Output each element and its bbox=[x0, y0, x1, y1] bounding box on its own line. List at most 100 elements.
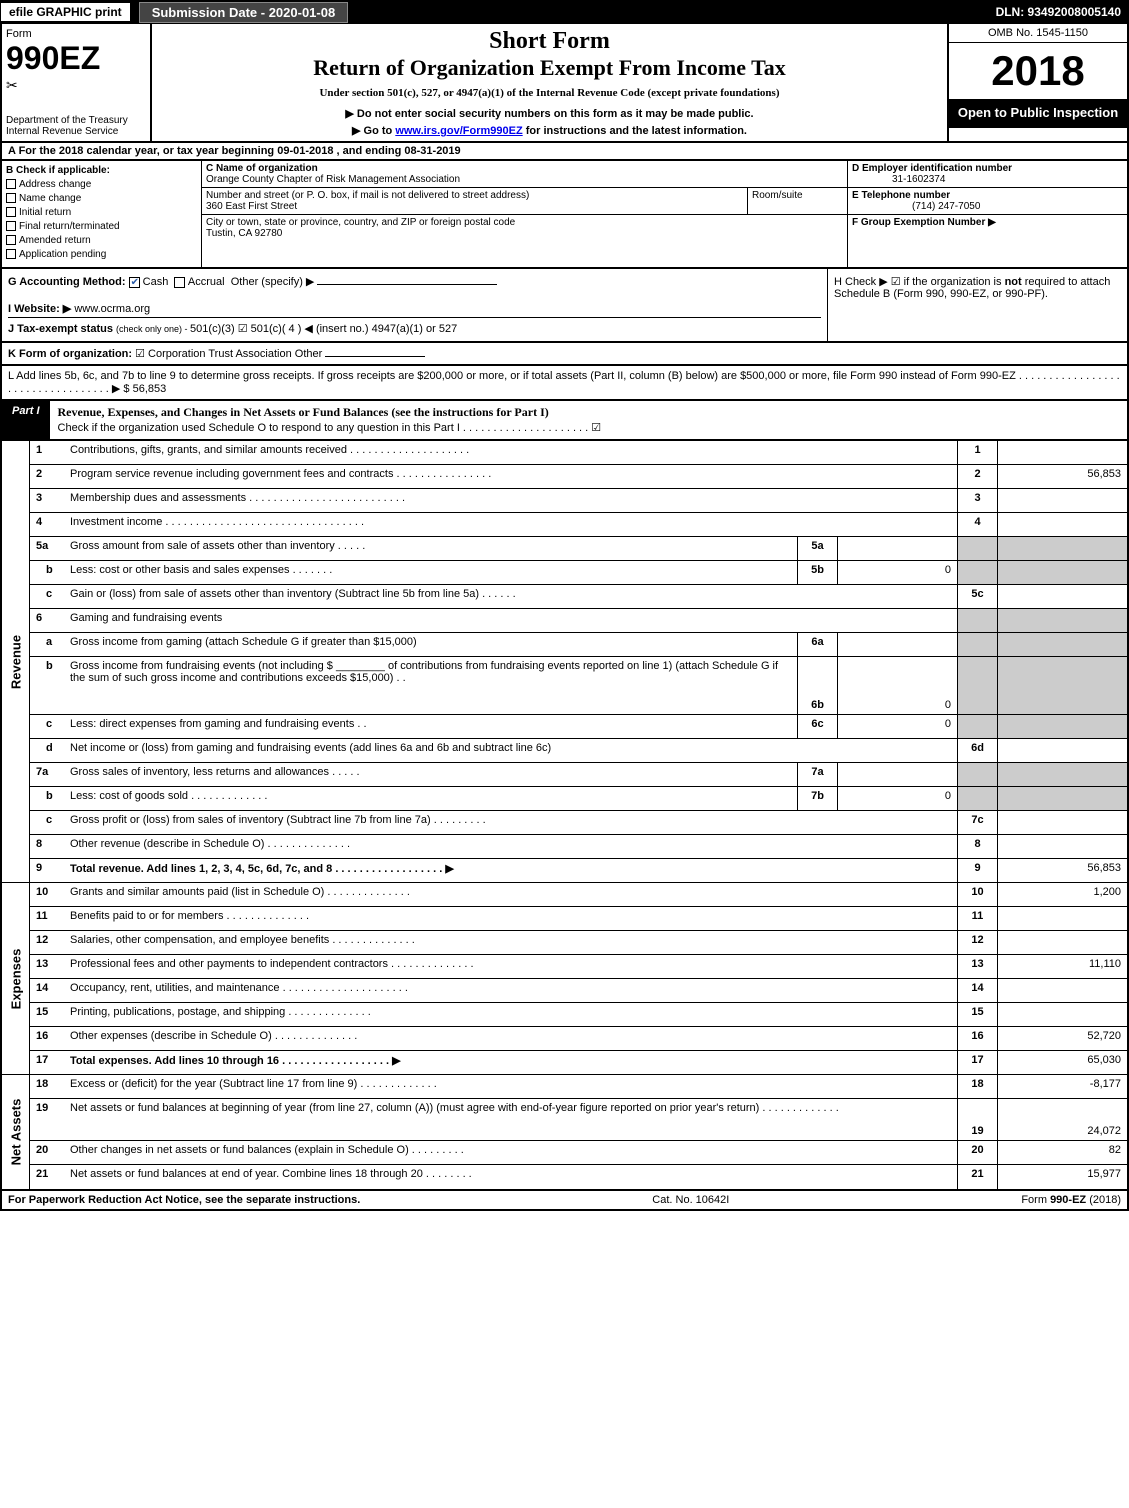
efile-print-label[interactable]: efile GRAPHIC print bbox=[0, 2, 131, 22]
line-5b-num: b bbox=[30, 561, 66, 584]
ein: 31-1602374 bbox=[852, 174, 945, 185]
department: Department of the Treasury Internal Reve… bbox=[6, 115, 150, 137]
footer-left: For Paperwork Reduction Act Notice, see … bbox=[8, 1194, 360, 1206]
line-19-rn: 19 bbox=[957, 1099, 997, 1140]
line-3-val bbox=[997, 489, 1127, 512]
grey-5a-v bbox=[997, 537, 1127, 560]
line-13-num: 13 bbox=[30, 955, 66, 978]
line-1-desc: Contributions, gifts, grants, and simila… bbox=[66, 441, 957, 464]
grey-6b-v bbox=[997, 657, 1127, 714]
line-15-rn: 15 bbox=[957, 1003, 997, 1026]
line-6b-desc: Gross income from fundraising events (no… bbox=[66, 657, 797, 714]
title-short-form: Short Form bbox=[160, 28, 939, 55]
line-4-rn: 4 bbox=[957, 513, 997, 536]
header-note1: ▶ Do not enter social security numbers o… bbox=[160, 107, 939, 120]
dln: DLN: 93492008005140 bbox=[996, 5, 1129, 19]
grey-6 bbox=[957, 609, 997, 632]
footer-form: Form 990-EZ (2018) bbox=[1021, 1194, 1121, 1206]
k-options: ☑ Corporation Trust Association Other bbox=[135, 348, 322, 360]
revenue-section: Revenue 1 Contributions, gifts, grants, … bbox=[0, 441, 1129, 883]
line-18-desc: Excess or (deficit) for the year (Subtra… bbox=[66, 1075, 957, 1098]
line-5b-desc: Less: cost or other basis and sales expe… bbox=[66, 561, 797, 584]
grey-6-v bbox=[997, 609, 1127, 632]
line-20-rn: 20 bbox=[957, 1141, 997, 1164]
row-a-mid: , and ending bbox=[337, 145, 405, 157]
grey-6b bbox=[957, 657, 997, 714]
city-state-zip: Tustin, CA 92780 bbox=[206, 228, 282, 239]
irs-link[interactable]: www.irs.gov/Form990EZ bbox=[395, 125, 522, 137]
line-13-rn: 13 bbox=[957, 955, 997, 978]
line-10-val: 1,200 bbox=[997, 883, 1127, 906]
line-9-num: 9 bbox=[30, 859, 66, 882]
line-12-num: 12 bbox=[30, 931, 66, 954]
line-8-rn: 8 bbox=[957, 835, 997, 858]
check-name-change[interactable] bbox=[6, 193, 16, 203]
grey-7a bbox=[957, 763, 997, 786]
label-application-pending: Application pending bbox=[19, 249, 106, 260]
label-name-change: Name change bbox=[19, 193, 81, 204]
line-7b-mn: 7b bbox=[797, 787, 837, 810]
line-11-desc: Benefits paid to or for members . . . . … bbox=[66, 907, 957, 930]
line-5b-mn: 5b bbox=[797, 561, 837, 584]
line-21-rn: 21 bbox=[957, 1165, 997, 1189]
street: 360 East First Street bbox=[206, 201, 297, 212]
part1-label: Part I bbox=[2, 401, 50, 439]
line-7b-mv: 0 bbox=[837, 787, 957, 810]
form-number: 990EZ bbox=[6, 40, 146, 77]
line-21-num: 21 bbox=[30, 1165, 66, 1189]
line-3-desc: Membership dues and assessments . . . . … bbox=[66, 489, 957, 512]
label-city: City or town, state or province, country… bbox=[206, 217, 515, 228]
line-8-val bbox=[997, 835, 1127, 858]
block-c: C Name of organization Orange County Cha… bbox=[202, 161, 847, 267]
check-final-return[interactable] bbox=[6, 221, 16, 231]
check-cash[interactable] bbox=[129, 277, 140, 288]
line-2-desc: Program service revenue including govern… bbox=[66, 465, 957, 488]
line-17-num: 17 bbox=[30, 1051, 66, 1074]
line-5c-num: c bbox=[30, 585, 66, 608]
grey-5a bbox=[957, 537, 997, 560]
l-text: L Add lines 5b, 6c, and 7b to line 9 to … bbox=[8, 370, 1120, 395]
block-b-label: B Check if applicable: bbox=[6, 165, 110, 176]
footer: For Paperwork Reduction Act Notice, see … bbox=[0, 1191, 1129, 1211]
line-11-num: 11 bbox=[30, 907, 66, 930]
line-4-desc: Investment income . . . . . . . . . . . … bbox=[66, 513, 957, 536]
line-5c-rn: 5c bbox=[957, 585, 997, 608]
line-5c-val bbox=[997, 585, 1127, 608]
line-14-desc: Occupancy, rent, utilities, and maintena… bbox=[66, 979, 957, 1002]
line-10-desc: Grants and similar amounts paid (list in… bbox=[66, 883, 957, 906]
block-ghij: G Accounting Method: Cash Accrual Other … bbox=[0, 269, 1129, 343]
block-h: H Check ▶ ☑ if the organization is not r… bbox=[827, 269, 1127, 341]
check-application-pending[interactable] bbox=[6, 249, 16, 259]
check-address-change[interactable] bbox=[6, 179, 16, 189]
line-18-rn: 18 bbox=[957, 1075, 997, 1098]
side-label-revenue: Revenue bbox=[2, 441, 30, 883]
grey-7b bbox=[957, 787, 997, 810]
part1-title-text: Revenue, Expenses, and Changes in Net As… bbox=[58, 405, 549, 419]
label-k: K Form of organization: bbox=[8, 348, 132, 360]
line-3-num: 3 bbox=[30, 489, 66, 512]
line-20-val: 82 bbox=[997, 1141, 1127, 1164]
line-21-val: 15,977 bbox=[997, 1165, 1127, 1189]
line-18-val: -8,177 bbox=[997, 1075, 1127, 1098]
netassets-label: Net Assets bbox=[8, 1099, 23, 1166]
other-method-input[interactable] bbox=[317, 284, 497, 285]
label-j-small: (check only one) - bbox=[116, 324, 190, 334]
line-2-num: 2 bbox=[30, 465, 66, 488]
line-12-val bbox=[997, 931, 1127, 954]
row-l: L Add lines 5b, 6c, and 7b to line 9 to … bbox=[0, 366, 1129, 401]
part1-check-line: Check if the organization used Schedule … bbox=[58, 422, 602, 434]
check-accrual[interactable] bbox=[174, 277, 185, 288]
line-6d-num: d bbox=[30, 739, 66, 762]
h-label: H Check ▶ ☑ if the organization is bbox=[834, 276, 1005, 288]
check-initial-return[interactable] bbox=[6, 207, 16, 217]
line-7c-num: c bbox=[30, 811, 66, 834]
k-other-input[interactable] bbox=[325, 356, 425, 357]
top-bar: efile GRAPHIC print Submission Date - 20… bbox=[0, 0, 1129, 24]
note2-pre: ▶ Go to bbox=[352, 125, 395, 137]
check-amended-return[interactable] bbox=[6, 235, 16, 245]
label-other-specify: Other (specify) ▶ bbox=[231, 276, 315, 288]
line-11-rn: 11 bbox=[957, 907, 997, 930]
line-1-rn: 1 bbox=[957, 441, 997, 464]
label-amended-return: Amended return bbox=[19, 235, 91, 246]
line-13-val: 11,110 bbox=[997, 955, 1127, 978]
